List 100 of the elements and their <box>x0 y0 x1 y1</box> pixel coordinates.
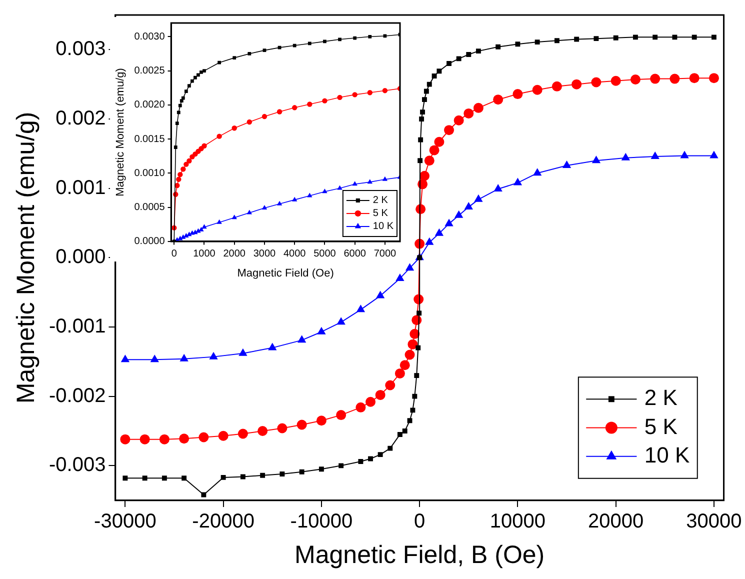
point <box>496 44 501 50</box>
point <box>454 210 464 218</box>
point <box>630 74 640 84</box>
x-tick-label: 20000 <box>588 510 644 533</box>
point <box>594 36 599 42</box>
point <box>238 428 248 439</box>
point <box>476 48 481 54</box>
point <box>140 434 150 444</box>
point <box>420 110 425 115</box>
point <box>358 459 364 464</box>
point <box>366 396 376 407</box>
point <box>202 143 207 148</box>
point <box>397 432 402 437</box>
point <box>429 145 440 156</box>
point <box>218 60 221 64</box>
x-tick-label: -30000 <box>94 510 156 533</box>
point <box>336 410 346 420</box>
legend-label: 2 K <box>644 385 678 410</box>
point <box>444 218 454 226</box>
x-tick-label: 0 <box>171 248 178 260</box>
y-tick-label: 0.0005 <box>134 202 166 214</box>
point <box>198 226 204 232</box>
point <box>494 184 502 192</box>
point <box>322 188 328 194</box>
point <box>493 94 504 105</box>
y-tick-label: 0.0010 <box>134 168 166 179</box>
point <box>591 77 602 88</box>
point <box>367 90 372 96</box>
x-tick-label: -20000 <box>192 510 254 533</box>
point <box>232 56 236 60</box>
point <box>276 200 282 206</box>
point <box>670 74 680 84</box>
point <box>317 326 326 334</box>
point <box>277 423 288 434</box>
legend-label: 10 K <box>372 221 394 232</box>
point <box>424 88 429 94</box>
point <box>220 474 226 480</box>
point <box>268 342 277 350</box>
point <box>142 476 148 481</box>
point <box>512 89 523 100</box>
point <box>680 150 689 158</box>
point <box>238 348 248 356</box>
point <box>408 339 418 350</box>
point <box>708 73 719 84</box>
point <box>473 102 484 113</box>
point <box>574 36 580 42</box>
x-tick-label: 4000 <box>283 248 306 260</box>
point <box>292 44 296 48</box>
point <box>434 136 444 147</box>
point <box>621 152 630 160</box>
point <box>402 428 408 434</box>
point <box>307 102 312 107</box>
point <box>632 34 638 40</box>
point <box>198 432 209 442</box>
point <box>246 210 252 214</box>
point <box>419 116 424 122</box>
point <box>209 352 218 360</box>
point <box>352 181 358 186</box>
legend-label: 5 K <box>644 414 678 439</box>
point <box>650 151 660 159</box>
point <box>202 69 206 72</box>
x-tick-label: -10000 <box>290 510 353 533</box>
point <box>240 474 246 480</box>
y-tick-label: 0.002 <box>56 108 106 130</box>
point <box>692 34 697 40</box>
y-axis-title: Magnetic Moment (emu/g) <box>12 112 40 404</box>
point <box>454 115 464 126</box>
point <box>337 94 342 100</box>
point <box>338 38 342 42</box>
point <box>180 166 186 172</box>
y-tick-label: 0.0020 <box>134 100 166 111</box>
point <box>412 394 418 399</box>
point <box>513 178 522 186</box>
point <box>400 360 410 370</box>
point <box>200 70 203 74</box>
point <box>375 390 386 400</box>
point <box>424 156 434 166</box>
point <box>418 137 424 142</box>
point <box>385 380 396 390</box>
point <box>444 125 454 136</box>
point <box>410 328 420 339</box>
point <box>216 219 222 224</box>
point <box>554 38 560 44</box>
point <box>122 476 128 481</box>
point <box>322 98 328 104</box>
x-tick-label: 1000 <box>193 248 216 260</box>
point <box>710 150 718 158</box>
point <box>405 263 414 271</box>
point <box>396 273 404 281</box>
point <box>426 82 432 87</box>
point <box>176 176 182 182</box>
point <box>187 84 191 88</box>
point <box>562 160 572 168</box>
point <box>182 476 187 481</box>
point <box>534 40 540 45</box>
point <box>260 472 266 478</box>
y-tick-label: 0.0025 <box>134 66 166 77</box>
point <box>356 402 366 412</box>
point <box>178 172 183 178</box>
point <box>150 354 159 362</box>
